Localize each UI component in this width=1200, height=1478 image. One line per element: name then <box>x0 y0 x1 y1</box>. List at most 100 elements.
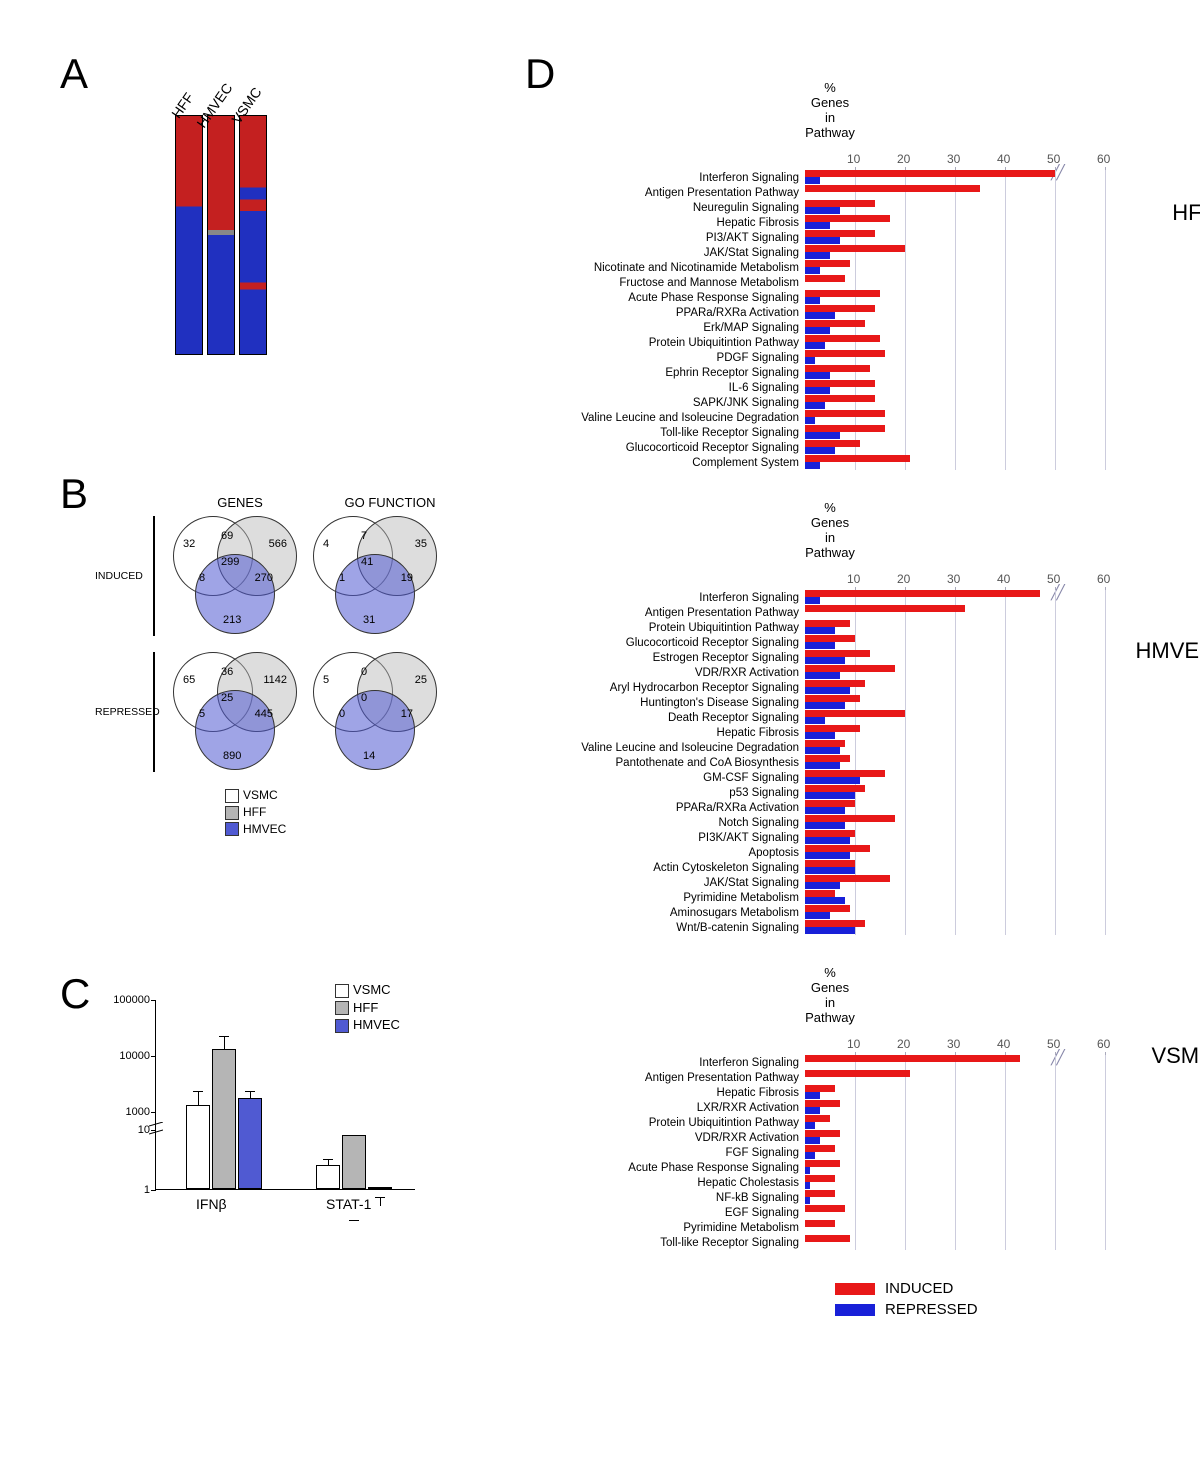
bar-induced <box>805 260 850 267</box>
bar-repressed <box>805 642 835 649</box>
bar-induced <box>805 350 885 357</box>
pathway-row: FGF Signaling <box>535 1145 1155 1160</box>
pathway-row: Pantothenate and CoA Biosynthesis <box>535 755 1155 770</box>
bar-induced <box>805 1115 830 1122</box>
chart-name: VSMC <box>1151 1043 1200 1069</box>
pathway-row: Interferon Signaling <box>535 170 1155 185</box>
bar <box>316 1165 340 1189</box>
pathway-row: EGF Signaling <box>535 1205 1155 1220</box>
pathway-row: Acute Phase Response Signaling <box>535 290 1155 305</box>
pathway-row: Hepatic Cholestasis <box>535 1175 1155 1190</box>
bar-induced <box>805 665 895 672</box>
pathway-label: Glucocorticoid Receptor Signaling <box>535 637 805 649</box>
pathway-row: Death Receptor Signaling <box>535 710 1155 725</box>
pathway-row: JAK/Stat Signaling <box>535 875 1155 890</box>
bar-repressed <box>805 762 840 769</box>
bar-repressed <box>805 252 830 259</box>
bar-repressed <box>805 1107 820 1114</box>
pathway-row: PPARa/RXRa Activation <box>535 800 1155 815</box>
bar-repressed <box>805 702 845 709</box>
legend-item: HFF <box>225 805 475 820</box>
pathway-label: Apoptosis <box>535 847 805 859</box>
bar-induced <box>805 605 965 612</box>
pathway-label: Toll-like Receptor Signaling <box>535 427 805 439</box>
bar-induced <box>805 1190 835 1197</box>
bar-repressed <box>805 657 845 664</box>
bar-repressed <box>805 627 835 634</box>
pathway-label: Notch Signaling <box>535 817 805 829</box>
bar-induced <box>805 785 865 792</box>
bar-induced <box>805 920 865 927</box>
bar-induced <box>805 320 865 327</box>
bar-repressed <box>805 387 830 394</box>
panel-d-pathways: % Genes in Pathway102030405060╱╱Interfer… <box>535 80 1155 1322</box>
pathway-row: Fructose and Mannose Metabolism <box>535 275 1155 290</box>
bar-induced <box>805 740 845 747</box>
bar-induced <box>805 1205 845 1212</box>
bar-induced <box>805 725 860 732</box>
pathway-label: Interferon Signaling <box>535 1057 805 1069</box>
bar-repressed <box>805 1167 810 1174</box>
bar <box>186 1105 210 1189</box>
bar <box>238 1098 262 1189</box>
pathway-row: Nicotinate and Nicotinamide Metabolism <box>535 260 1155 275</box>
bar-induced <box>805 800 855 807</box>
bar-induced <box>805 245 905 252</box>
pathway-label: JAK/Stat Signaling <box>535 247 805 259</box>
pathway-row: Hepatic Fibrosis <box>535 215 1155 230</box>
pathway-row: Pyrimidine Metabolism <box>535 1220 1155 1235</box>
panel-a-label: A <box>60 50 88 98</box>
pathway-label: Antigen Presentation Pathway <box>535 1072 805 1084</box>
pathway-row: JAK/Stat Signaling <box>535 245 1155 260</box>
pathway-label: GM-CSF Signaling <box>535 772 805 784</box>
bar-induced <box>805 695 860 702</box>
pathway-row: Huntington's Disease Signaling <box>535 695 1155 710</box>
pathway-row: Protein Ubiquitintion Pathway <box>535 620 1155 635</box>
pathway-row: PDGF Signaling <box>535 350 1155 365</box>
pathway-label: Acute Phase Response Signaling <box>535 292 805 304</box>
bar-repressed <box>805 882 840 889</box>
pathway-label: NF-kB Signaling <box>535 1192 805 1204</box>
bar-induced <box>805 185 980 192</box>
pathway-label: Wnt/B-catenin Signaling <box>535 922 805 934</box>
pathway-row: Ephrin Receptor Signaling <box>535 365 1155 380</box>
chart-name: HFF <box>1172 200 1200 226</box>
bar-induced <box>805 275 845 282</box>
pathway-label: PI3/AKT Signaling <box>535 232 805 244</box>
bar-induced <box>805 1130 840 1137</box>
bar-repressed <box>805 822 845 829</box>
bar-induced <box>805 815 895 822</box>
pathway-row: Glucocorticoid Receptor Signaling <box>535 635 1155 650</box>
bar-induced <box>805 710 905 717</box>
bar-induced <box>805 440 860 447</box>
bar-induced <box>805 230 875 237</box>
venn-col-title: GO FUNCTION <box>315 495 465 510</box>
bar-induced <box>805 170 1055 177</box>
bar-induced <box>805 1085 835 1092</box>
pathway-label: Fructose and Mannose Metabolism <box>535 277 805 289</box>
pathway-label: VDR/RXR Activation <box>535 667 805 679</box>
bar-induced <box>805 890 835 897</box>
heatmap-col-hff: HFF <box>175 115 203 355</box>
bar-repressed <box>805 732 835 739</box>
pathway-label: JAK/Stat Signaling <box>535 877 805 889</box>
pathway-row: Protein Ubiquitintion Pathway <box>535 1115 1155 1130</box>
pathway-row: Interferon Signaling <box>535 1055 1155 1070</box>
pathway-row: Actin Cytoskeleton Signaling <box>535 860 1155 875</box>
pathway-label: Toll-like Receptor Signaling <box>535 1237 805 1249</box>
pathway-label: Aryl Hydrocarbon Receptor Signaling <box>535 682 805 694</box>
legend-item: HMVEC <box>225 822 475 837</box>
pathway-label: PI3K/AKT Signaling <box>535 832 805 844</box>
pathway-row: Aminosugars Metabolism <box>535 905 1155 920</box>
bar-repressed <box>805 672 840 679</box>
pathway-chart-hff: % Genes in Pathway102030405060╱╱Interfer… <box>535 80 1155 470</box>
bar-repressed <box>805 1197 810 1204</box>
pathway-label: Hepatic Fibrosis <box>535 217 805 229</box>
pathway-row: SAPK/JNK Signaling <box>535 395 1155 410</box>
bar-induced <box>805 1145 835 1152</box>
pathway-row: LXR/RXR Activation <box>535 1100 1155 1115</box>
venn-diagram: 5251400170 <box>305 652 445 772</box>
bar-induced <box>805 395 875 402</box>
pathway-label: Glucocorticoid Receptor Signaling <box>535 442 805 454</box>
bar-repressed <box>805 1092 820 1099</box>
